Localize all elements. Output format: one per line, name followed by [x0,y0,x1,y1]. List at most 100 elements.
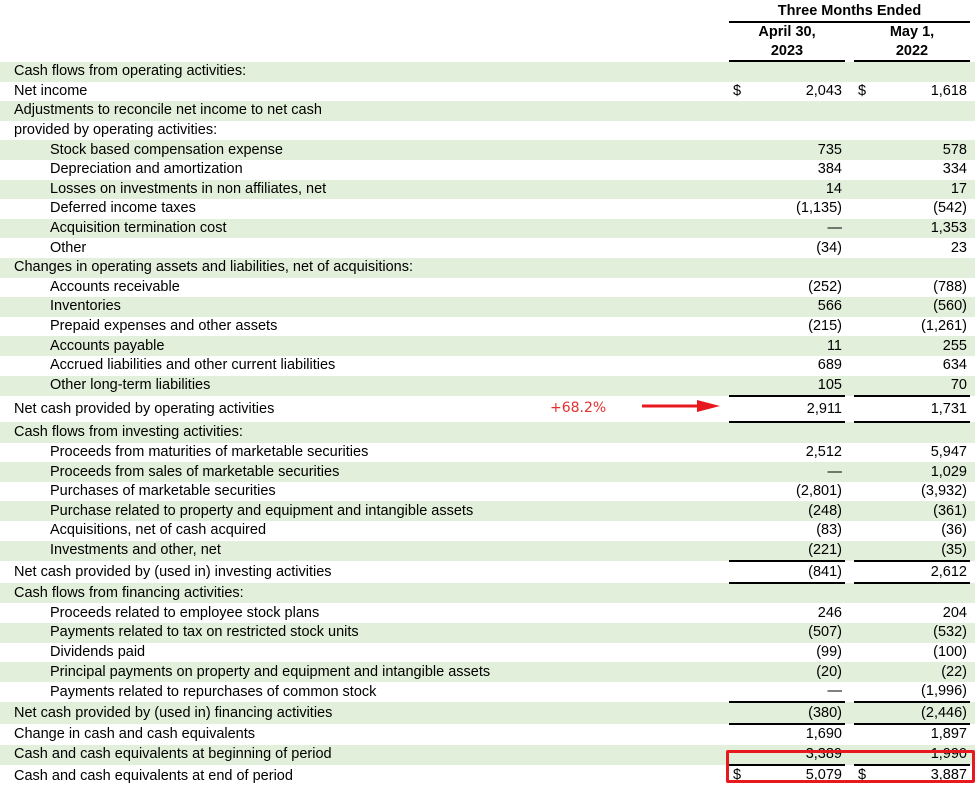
column-gap [845,82,854,102]
value-2023: — [827,683,843,700]
row-label: Cash flows from financing activities: [0,582,729,604]
currency-2022 [854,121,876,141]
cash-flow-table: Cash flows from operating activities: Net… [0,62,975,786]
value-2022 [876,582,970,604]
row-end [970,336,975,356]
column-gap [845,278,854,298]
value-2022: (100) [933,643,967,660]
value-2022: 1,897 [930,726,967,743]
currency-2022 [854,582,876,604]
column-gap [845,540,854,562]
currency-2022 [854,643,876,663]
row-label: Net income [14,82,88,99]
row-end [970,257,975,278]
value-2023: 3,389 [751,744,845,767]
currency-2022 [854,160,876,180]
currency-2023 [729,422,751,443]
currency-2023 [729,462,751,482]
value-2023: 384 [817,161,842,178]
row-label: Prepaid expenses and other assets [50,318,278,335]
row-end [970,603,975,623]
currency-2023 [729,356,751,376]
currency-2023 [729,317,751,337]
currency-2022 [854,462,876,482]
table-row: Dividends paid (99) (100) [0,643,975,663]
row-end [970,540,975,562]
currency-2022 [854,482,876,502]
column-gap [845,101,854,121]
value-2023: (2,801) [796,483,842,500]
currency-2022 [854,540,876,562]
value-2023: 2,512 [805,443,842,460]
value-2022: 1,731 [876,395,970,424]
row-label: Investments and other, net [0,540,729,562]
column-gap [845,62,854,82]
row-end [970,462,975,482]
red-arrow-icon [642,400,720,412]
row-label: Proceeds from maturities of marketable s… [50,443,369,460]
currency-2022 [854,317,876,337]
currency-2023 [729,121,751,141]
currency-2022 [854,662,876,682]
currency-2023 [729,744,751,767]
value-2022: 1,353 [876,218,970,239]
column-gap [845,462,854,482]
table-row: Payments related to repurchases of commo… [0,682,975,703]
value-2023: 2,911 [751,395,845,424]
currency-2023 [729,179,751,200]
row-label: Purchase related to property and equipme… [0,501,729,522]
row-label: Net cash provided by (used in) investing… [14,563,332,580]
value-2023: (221) [751,540,845,562]
currency-2022 [854,603,876,623]
currency-2022 [854,257,876,278]
row-label: Accounts payable [0,336,729,356]
currency-2022 [854,218,876,239]
row-end [970,140,975,160]
currency-2023 [729,643,751,663]
value-2022: (2,446) [876,701,970,725]
row-end [970,317,975,337]
row-label: Proceeds related to employee stock plans [50,604,320,621]
value-2022: 17 [876,179,970,200]
value-2023: — [751,218,845,239]
row-label: Depreciation and amortization [50,161,243,178]
value-2022 [876,121,970,141]
column-gap [845,561,854,583]
table-row: Acquisition termination cost — 1,353 [0,218,975,239]
row-end [970,199,975,219]
currency-2022 [854,623,876,643]
row-label: Net cash provided by operating activitie… [14,400,275,417]
value-2022: (22) [876,662,970,682]
currency-2022: $ [858,82,867,99]
row-label: Change in cash and cash equivalents [14,725,256,742]
currency-2023 [729,724,751,745]
row-end [970,297,975,317]
value-2022: 255 [876,336,970,356]
value-2022: (35) [876,540,970,562]
currency-2022 [854,297,876,317]
column-gap [845,140,854,160]
value-2022 [876,257,970,278]
row-end [970,443,975,463]
currency-2023 [729,662,751,682]
table-row: Net cash provided by (used in) investing… [0,560,975,584]
row-label: Payments related to tax on restricted st… [0,623,729,643]
value-2022: 1,990 [876,744,970,767]
row-end [970,278,975,298]
table-row: provided by operating activities: [0,121,975,141]
value-2023: 11 [751,336,845,356]
value-2023: (20) [751,662,845,682]
column-gap [845,179,854,200]
table-row: Accrued liabilities and other current li… [0,356,975,376]
value-2023: 735 [751,140,845,160]
value-2023 [751,422,845,443]
table-row: Net cash provided by (used in) financing… [0,701,975,725]
row-end [970,82,975,102]
header-rule-col1 [729,60,845,62]
value-2023: (380) [751,701,845,725]
value-2023: (34) [816,239,842,256]
value-2022: 1,618 [930,82,967,99]
currency-2022 [854,375,876,397]
row-end [970,582,975,604]
row-label: Payments related to repurchases of commo… [50,683,377,700]
